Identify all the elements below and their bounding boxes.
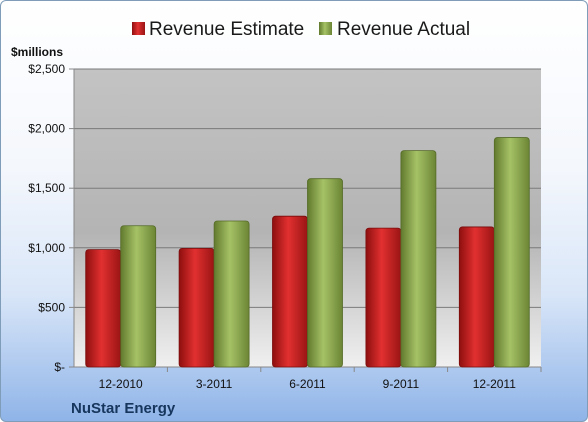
x-tick-label: 6-2011 (289, 377, 326, 391)
legend-label-actual: Revenue Actual (337, 19, 470, 40)
bar-revenue-actual (400, 150, 437, 368)
bar-revenue-estimate (365, 227, 402, 368)
y-tick-label: $2,500 (28, 62, 65, 76)
x-tick-label: 9-2011 (383, 377, 420, 391)
bar-revenue-actual (493, 137, 530, 368)
bar-revenue-actual (307, 178, 343, 368)
y-tick-label: $1,000 (28, 241, 65, 255)
y-tick-label: $500 (38, 300, 65, 314)
legend-label-estimate: Revenue Estimate (149, 19, 304, 40)
bar-revenue-estimate (85, 249, 122, 368)
legend: Revenue Estimate Revenue Actual (132, 19, 470, 40)
unit-label: $millions (11, 45, 63, 59)
x-tick-label: 12-2010 (99, 377, 143, 391)
y-tick-label: $2,000 (28, 122, 65, 136)
bar-revenue-estimate (272, 215, 308, 368)
x-tick-label: 12-2011 (473, 377, 516, 391)
y-tick-label: $1,500 (28, 181, 65, 195)
bar-revenue-estimate (178, 247, 215, 368)
bars (85, 137, 530, 368)
y-tick-label: $- (54, 360, 65, 374)
bar-revenue-actual (120, 225, 157, 368)
legend-swatch-estimate (132, 22, 145, 35)
y-tick-labels: $- $500 $1,000 $1,500 $2,000 $2,500 (28, 62, 65, 374)
x-tick-labels: 12-2010 3-2011 6-2011 9-2011 12-2011 (99, 367, 542, 391)
company-name: NuStar Energy (71, 400, 176, 417)
x-tick-label: 3-2011 (196, 377, 233, 391)
legend-swatch-actual (319, 22, 332, 35)
bar-revenue-estimate (458, 226, 495, 368)
bar-revenue-actual (213, 220, 250, 368)
